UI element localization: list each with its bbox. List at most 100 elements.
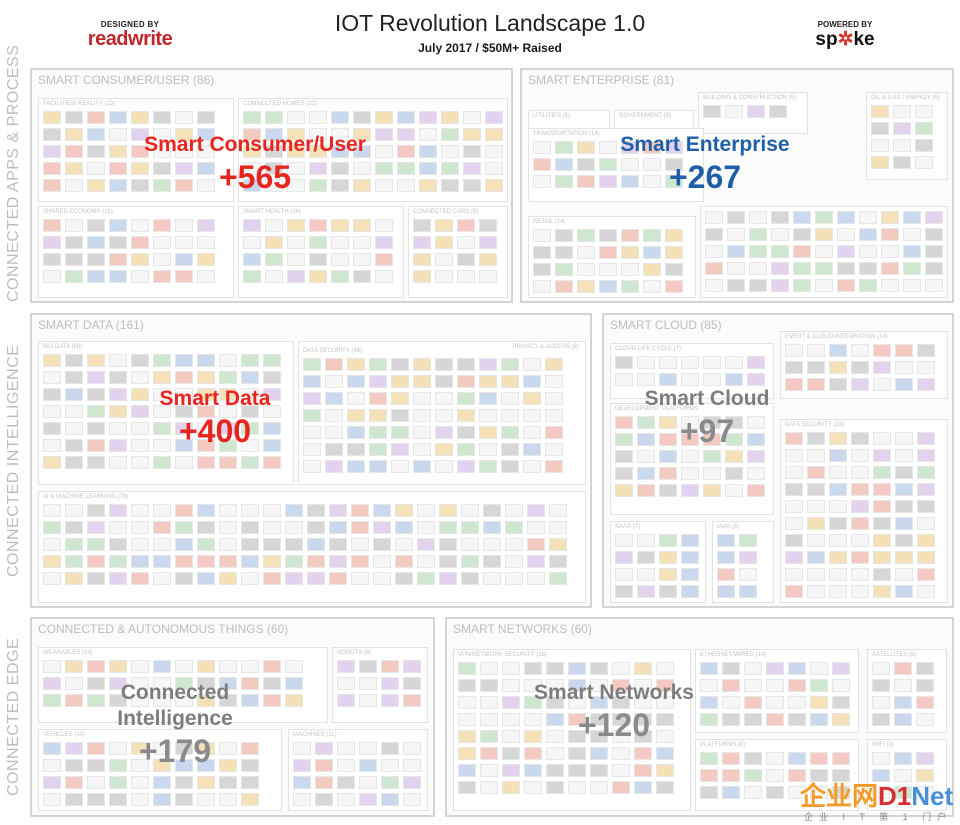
company-logo-tile (153, 504, 171, 517)
company-logo-tile (241, 521, 259, 534)
company-logo-tile (331, 236, 349, 249)
company-logo-tile (546, 781, 564, 794)
company-logo-tile (243, 270, 261, 283)
company-logo-tile (175, 162, 193, 175)
company-logo-tile (894, 679, 912, 692)
company-logo-tile (665, 246, 683, 259)
company-logo-tile (65, 439, 83, 452)
company-logo-tile (457, 443, 475, 456)
label-smart-enterprise: Smart Enterprise +267 (590, 132, 820, 196)
sub-head: WIFI (3) (872, 742, 894, 748)
company-logo-tile (43, 236, 61, 249)
company-logo-tile (359, 776, 377, 789)
company-logo-tile (219, 354, 237, 367)
company-logo-tile (549, 521, 567, 534)
company-logo-tile (109, 371, 127, 384)
company-logo-tile (590, 679, 608, 692)
company-logo-tile (197, 677, 215, 690)
sub-head: SMART HEALTH (16) (243, 209, 302, 215)
company-logo-tile (441, 145, 459, 158)
company-logo-tile (807, 378, 825, 391)
sub-head: EVENT & CLOUD INTEGRATION (14) (785, 334, 888, 340)
company-logo-tile (872, 662, 890, 675)
company-logo-tile (480, 730, 498, 743)
company-logo-tile (109, 793, 127, 806)
company-logo-tile (705, 262, 723, 275)
company-logo-tile (439, 521, 457, 534)
company-logo-tile (523, 392, 541, 405)
sub-platforms: PLATFORMS (8) (695, 739, 859, 811)
company-logo-tile (810, 786, 828, 799)
company-logo-tile (785, 568, 803, 581)
company-logo-tile (413, 270, 431, 283)
company-logo-tile (656, 781, 674, 794)
company-logo-tile (479, 219, 497, 232)
company-logo-tile (373, 521, 391, 534)
company-logo-tile (413, 443, 431, 456)
company-logo-tile (381, 759, 399, 772)
company-logo-tile (832, 752, 850, 765)
company-logo-tile (153, 742, 171, 755)
company-logo-tile (131, 405, 149, 418)
company-logo-tile (43, 219, 61, 232)
company-logo-tile (577, 246, 595, 259)
company-logo-tile (263, 694, 281, 707)
company-logo-tile (747, 433, 765, 446)
company-logo-tile (505, 572, 523, 585)
sub-head: SHARED ECONOMY (15) (43, 209, 113, 215)
company-logo-tile (747, 484, 765, 497)
company-logo-tile (43, 371, 61, 384)
logo-grid (43, 504, 581, 599)
company-logo-tile (87, 742, 105, 755)
company-logo-tile (457, 375, 475, 388)
company-logo-tile (413, 253, 431, 266)
company-logo-tile (788, 679, 806, 692)
company-logo-tile (351, 521, 369, 534)
company-logo-tile (829, 568, 847, 581)
company-logo-tile (43, 388, 61, 401)
company-logo-tile (925, 262, 943, 275)
spoke-brand: POWERED BY sp✲ke (800, 20, 890, 51)
company-logo-tile (615, 551, 633, 564)
panel-smart-data: SMART DATA (161) BIG DATA (60) PRIVACY &… (30, 313, 592, 608)
company-logo-tile (285, 660, 303, 673)
company-logo-tile (747, 373, 765, 386)
company-logo-tile (643, 175, 661, 188)
watermark-part-b: D1 (878, 781, 912, 811)
company-logo-tile (435, 236, 453, 249)
company-logo-tile (837, 228, 855, 241)
company-logo-tile (331, 270, 349, 283)
company-logo-tile (463, 128, 481, 141)
company-logo-tile (197, 371, 215, 384)
company-logo-tile (851, 568, 869, 581)
sub-shared-economy: SHARED ECONOMY (15) (38, 206, 234, 298)
company-logo-tile (807, 517, 825, 530)
company-logo-tile (703, 433, 721, 446)
company-logo-tile (243, 162, 261, 175)
company-logo-tile (391, 358, 409, 371)
logo-grid (243, 111, 503, 198)
logo-grid (413, 219, 503, 294)
spoke-logo-o-icon: ✲ (837, 29, 854, 50)
company-logo-tile (463, 111, 481, 124)
company-logo-tile (859, 279, 877, 292)
company-logo-tile (527, 504, 545, 517)
company-logo-tile (131, 219, 149, 232)
company-logo-tile (599, 158, 617, 171)
company-logo-tile (612, 679, 630, 692)
company-logo-tile (243, 253, 261, 266)
company-logo-tile (175, 677, 193, 690)
company-logo-tile (435, 460, 453, 473)
company-logo-tile (917, 483, 935, 496)
company-logo-tile (397, 162, 415, 175)
company-logo-tile (263, 572, 281, 585)
company-logo-tile (665, 175, 683, 188)
d1net-watermark: 企业网D1Net 企业 I T 第 1 门户 (800, 782, 960, 823)
company-logo-tile (851, 534, 869, 547)
logo-grid (700, 662, 854, 729)
company-logo-tile (873, 534, 891, 547)
company-logo-tile (87, 111, 105, 124)
company-logo-tile (851, 466, 869, 479)
company-logo-tile (419, 145, 437, 158)
company-logo-tile (747, 467, 765, 480)
